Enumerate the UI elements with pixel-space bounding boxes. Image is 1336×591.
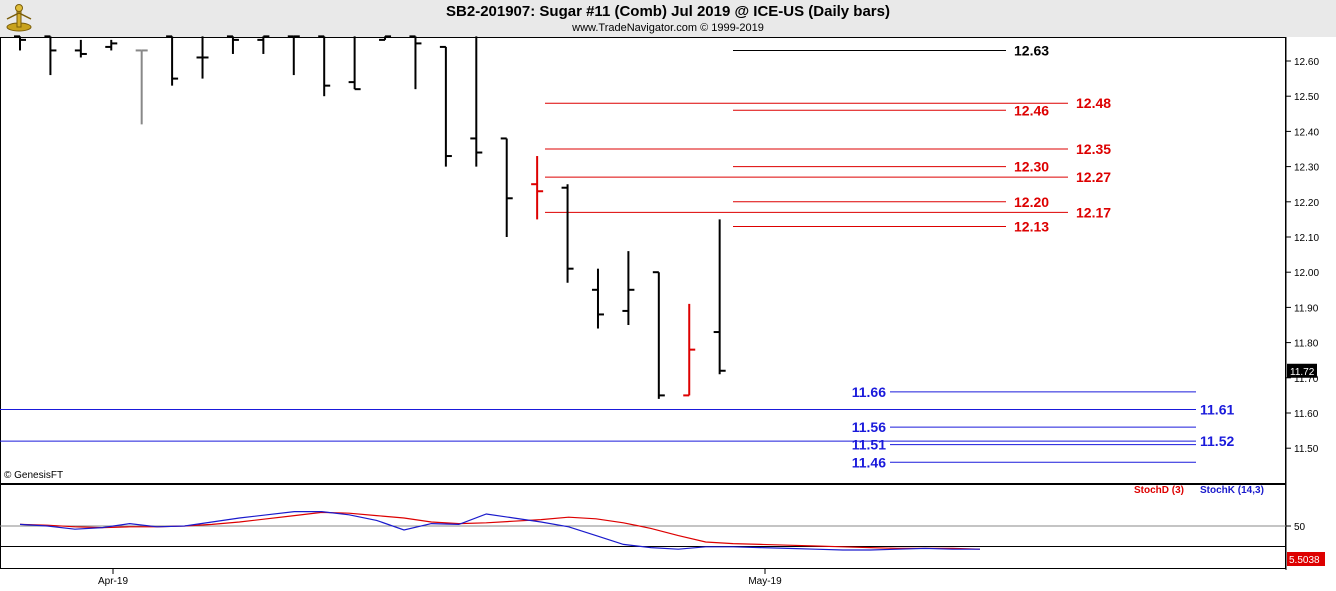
price-bar xyxy=(652,271,665,399)
price-bar xyxy=(439,45,452,167)
trade-navigator-logo-icon xyxy=(6,4,32,32)
price-bar xyxy=(105,39,118,51)
level-label: 11.56 xyxy=(852,419,886,435)
price-axis-label: 12.60 xyxy=(1294,57,1319,68)
price-bar xyxy=(379,35,392,41)
level-label: 12.63 xyxy=(1014,42,1049,58)
price-bar xyxy=(14,35,26,51)
price-bar xyxy=(622,251,635,325)
stoch-last-box xyxy=(1287,552,1325,566)
price-bar xyxy=(287,35,300,76)
x-axis-label: Apr-19 xyxy=(98,576,128,587)
level-label: 11.51 xyxy=(852,437,886,453)
level-label: 12.20 xyxy=(1014,194,1049,210)
price-bar xyxy=(318,35,331,97)
price-bar xyxy=(348,36,361,91)
stoch-axis-label: 50 xyxy=(1294,522,1306,533)
stoch-legend-label: StochK (14,3) xyxy=(1200,485,1264,496)
price-bar xyxy=(135,49,148,125)
level-label: 11.66 xyxy=(852,384,886,400)
price-bar xyxy=(531,156,544,220)
price-bar xyxy=(409,35,422,90)
price-axis-label: 11.50 xyxy=(1294,444,1319,455)
stoch-legend-label: StochD (3) xyxy=(1134,485,1184,496)
price-bar xyxy=(166,35,179,86)
price-bar xyxy=(500,137,513,237)
price-bar xyxy=(683,303,696,397)
level-label: 12.35 xyxy=(1076,141,1111,157)
last-price-box xyxy=(1287,363,1317,378)
price-bar xyxy=(470,36,483,167)
price-axis-label: 11.80 xyxy=(1294,339,1319,350)
chart-title: SB2-201907: Sugar #11 (Comb) Jul 2019 @ … xyxy=(446,3,890,20)
level-label: 12.46 xyxy=(1014,102,1049,118)
last-price-label: 11.72 xyxy=(1290,367,1315,378)
level-label: 12.27 xyxy=(1076,169,1111,185)
copyright-label: © GenesisFT xyxy=(4,470,63,481)
price-axis-label: 12.10 xyxy=(1294,233,1319,244)
level-label: 12.30 xyxy=(1014,159,1049,175)
stoch-last-label: 5.5038 xyxy=(1289,555,1320,566)
chart-header xyxy=(0,0,1336,37)
level-label: 11.52 xyxy=(1200,433,1234,449)
level-label: 11.61 xyxy=(1200,401,1234,417)
price-axis-label: 11.70 xyxy=(1294,374,1319,385)
stoch-series-line xyxy=(19,511,981,550)
price-axis-label: 12.40 xyxy=(1294,127,1319,138)
level-label: 12.48 xyxy=(1076,95,1111,111)
price-bar xyxy=(74,39,87,58)
level-label: 12.17 xyxy=(1076,204,1111,220)
level-label: 11.46 xyxy=(852,454,886,470)
chart-subtitle: www.TradeNavigator.com © 1999-2019 xyxy=(572,22,764,34)
price-axis-label: 12.20 xyxy=(1294,198,1319,209)
price-axis-label: 12.00 xyxy=(1294,268,1319,279)
price-bar xyxy=(591,268,604,329)
price-bar xyxy=(257,35,270,54)
price-axis-label: 12.50 xyxy=(1294,92,1319,103)
price-bar xyxy=(713,219,726,375)
price-bar xyxy=(196,36,209,79)
level-label: 12.13 xyxy=(1014,218,1049,234)
stoch-series-line xyxy=(19,511,980,551)
price-axis-label: 11.90 xyxy=(1294,303,1319,314)
price-bar xyxy=(226,35,239,54)
price-bar xyxy=(44,35,57,76)
price-bar xyxy=(561,184,574,283)
x-axis-label: May-19 xyxy=(748,576,782,587)
price-axis-label: 12.30 xyxy=(1294,163,1319,174)
price-axis-label: 11.60 xyxy=(1294,409,1319,420)
